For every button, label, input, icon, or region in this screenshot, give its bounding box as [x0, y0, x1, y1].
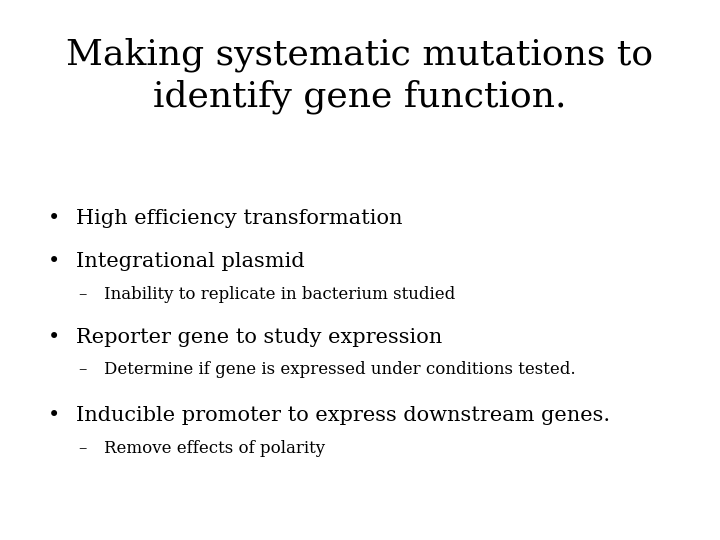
Text: •: •	[48, 209, 60, 228]
Text: –: –	[78, 286, 87, 303]
Text: Inducible promoter to express downstream genes.: Inducible promoter to express downstream…	[76, 406, 610, 426]
Text: Integrational plasmid: Integrational plasmid	[76, 252, 305, 272]
Text: •: •	[48, 252, 60, 272]
Text: Inability to replicate in bacterium studied: Inability to replicate in bacterium stud…	[104, 286, 456, 303]
Text: Reporter gene to study expression: Reporter gene to study expression	[76, 328, 442, 347]
Text: High efficiency transformation: High efficiency transformation	[76, 209, 402, 228]
Text: •: •	[48, 406, 60, 426]
Text: –: –	[78, 440, 87, 457]
Text: Making systematic mutations to
identify gene function.: Making systematic mutations to identify …	[66, 38, 654, 113]
Text: Remove effects of polarity: Remove effects of polarity	[104, 440, 325, 457]
Text: Determine if gene is expressed under conditions tested.: Determine if gene is expressed under con…	[104, 361, 576, 379]
Text: •: •	[48, 328, 60, 347]
Text: –: –	[78, 361, 87, 379]
